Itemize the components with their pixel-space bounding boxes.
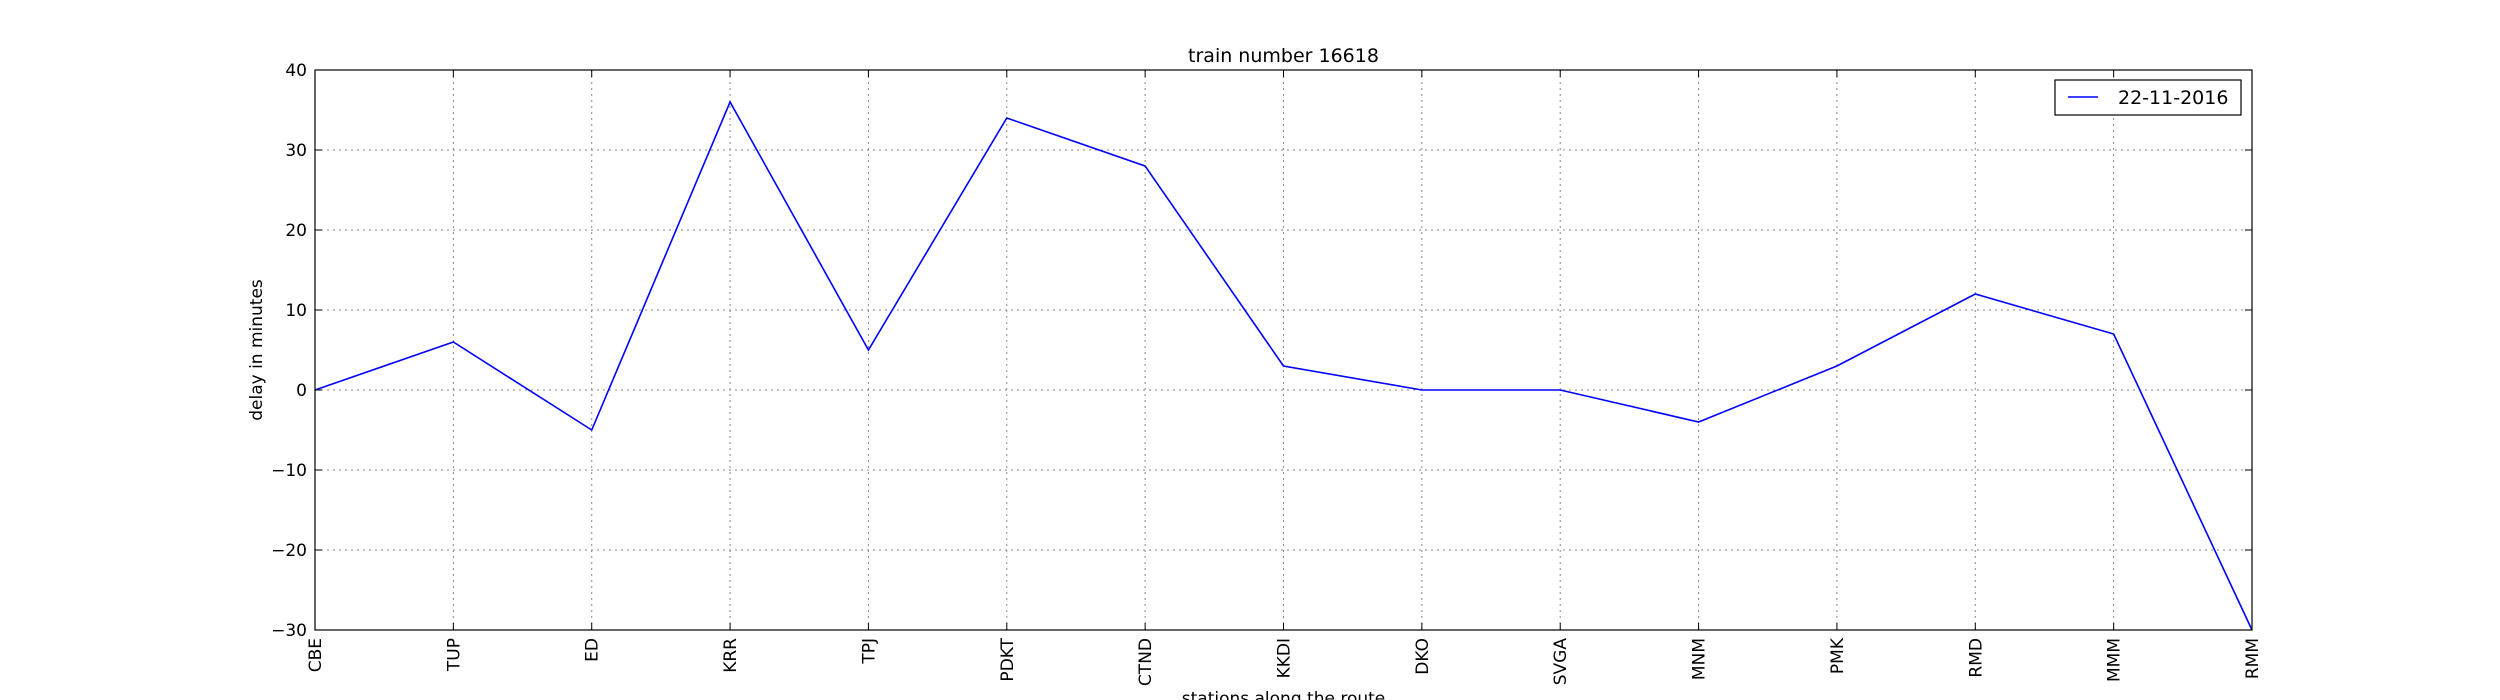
x-tick-label: DKO xyxy=(1413,638,1433,675)
x-tick-label: RMM xyxy=(2243,638,2263,679)
x-tick-label: PDKT xyxy=(998,637,1018,681)
y-tick-label: 10 xyxy=(285,301,307,321)
y-tick-label: 20 xyxy=(285,221,307,241)
x-tick-label: PMK xyxy=(1828,637,1848,674)
x-tick-label: MNM xyxy=(1690,638,1710,680)
legend: 22-11-2016 xyxy=(2054,79,2242,116)
x-axis-label: stations along the route xyxy=(1182,689,1386,700)
x-tick-label: RMD xyxy=(1966,638,1986,678)
x-tick-label: TUP xyxy=(444,638,464,672)
chart-title: train number 16618 xyxy=(1188,45,1379,67)
y-tick-label: −10 xyxy=(271,461,307,481)
x-tick-label: ED xyxy=(583,638,603,662)
x-tick-label: MMM xyxy=(2105,638,2125,682)
x-tick-label: KKDI xyxy=(1275,638,1295,678)
x-tick-label: CTND xyxy=(1136,638,1156,686)
y-axis-label: delay in minutes xyxy=(247,279,267,421)
legend-label: 22-11-2016 xyxy=(2118,87,2228,109)
y-tick-label: 0 xyxy=(296,381,307,401)
y-tick-label: 40 xyxy=(285,61,307,81)
x-tick-label: SVGA xyxy=(1551,638,1571,686)
y-tick-label: 30 xyxy=(285,141,307,161)
x-tick-label: CBE xyxy=(306,638,326,672)
y-tick-label: −20 xyxy=(271,541,307,561)
x-tick-label: TPJ xyxy=(859,638,879,665)
axis-ticks: −30 −20 −10 0 10 20 30 40 CBE TUP ED KRR TPJ PDKT CTND… xyxy=(271,61,2263,686)
y-tick-label: −30 xyxy=(271,621,307,641)
grid-lines xyxy=(314,69,2253,631)
x-tick-label: KRR xyxy=(721,638,741,673)
